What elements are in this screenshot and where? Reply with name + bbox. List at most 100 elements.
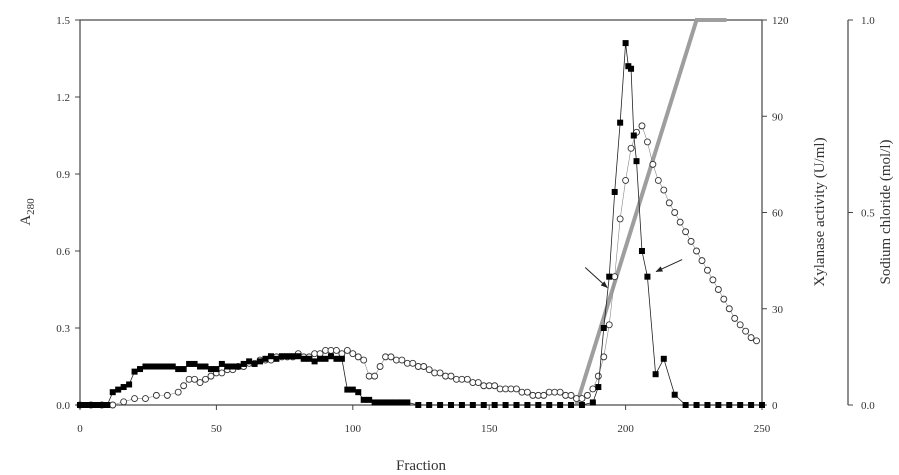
- a280-point: [360, 396, 367, 403]
- xylanase-point: [371, 372, 379, 380]
- a280-point: [557, 402, 564, 408]
- a280-point: [633, 158, 640, 165]
- xylanase-point: [109, 401, 117, 409]
- a280-point: [98, 402, 105, 408]
- a280-point: [480, 402, 487, 408]
- xylanase-point: [142, 395, 149, 403]
- a280-point: [638, 248, 645, 254]
- xylanase-point: [736, 321, 744, 329]
- xylanase-tick-label: 60: [772, 208, 784, 220]
- xylanase-point: [583, 391, 591, 399]
- xylanase-point: [196, 379, 204, 386]
- x-tick-label: 50: [211, 423, 223, 435]
- a280-point: [126, 381, 133, 388]
- a280-point: [180, 366, 187, 373]
- xylanase-point: [474, 379, 482, 386]
- a280-point: [284, 353, 291, 360]
- xylanase-point: [174, 388, 182, 396]
- xylanase-point: [698, 257, 706, 265]
- a280-point: [251, 360, 258, 367]
- a280-point: [317, 355, 324, 362]
- xylanase-point: [611, 273, 619, 281]
- xylanase-point: [343, 347, 351, 354]
- a280-point: [589, 399, 596, 406]
- xylanase-point: [338, 350, 346, 358]
- xylanase-point: [436, 369, 444, 377]
- xylanase-point: [131, 395, 139, 403]
- a280-point: [748, 402, 755, 408]
- a280-point: [524, 402, 531, 408]
- y-tick-label: 0.9: [56, 169, 70, 181]
- a280-point: [404, 399, 411, 406]
- a280-point: [382, 399, 389, 406]
- a280-point: [153, 363, 160, 370]
- a280-point: [371, 399, 378, 406]
- xylanase-point: [665, 199, 673, 207]
- a280-point: [109, 389, 116, 396]
- xylanase-point: [753, 337, 760, 345]
- a280-point: [240, 360, 247, 367]
- xylanase-point: [163, 391, 171, 399]
- nacl-tick-label: 0.0: [861, 400, 875, 412]
- a280-point: [267, 353, 274, 360]
- x-axis-label: Fraction: [396, 458, 446, 474]
- xylanase-point: [425, 366, 433, 374]
- xylanase-point: [720, 295, 728, 303]
- annotation-arrows: [584, 259, 683, 288]
- a280-point: [491, 402, 498, 408]
- a280-point: [393, 399, 400, 406]
- xylanase-point: [638, 122, 646, 130]
- a280-point: [164, 363, 171, 370]
- x-tick-label: 150: [481, 423, 498, 435]
- a280-point: [295, 353, 302, 360]
- xylanase-point: [594, 372, 602, 380]
- xylanase-point: [605, 321, 613, 329]
- xylanase-point: [316, 350, 324, 358]
- x-tick-label: 250: [754, 423, 771, 435]
- xylanase-point: [671, 209, 679, 216]
- a280-point: [349, 386, 356, 393]
- a280-point: [218, 360, 225, 367]
- a280-point: [704, 402, 711, 408]
- xylanase-tick-label: 120: [772, 15, 789, 27]
- xylanase-point: [742, 327, 750, 335]
- xylanase-tick-label: 0: [772, 400, 778, 412]
- a280-point: [213, 366, 220, 373]
- a280-point: [202, 363, 209, 370]
- a280-point: [606, 273, 613, 280]
- a280-point: [630, 132, 637, 139]
- xylanase-point: [693, 247, 700, 255]
- series-a280: [77, 40, 765, 408]
- xylanase-point: [589, 385, 597, 393]
- xylanase-point: [332, 347, 340, 354]
- a280-point: [595, 384, 602, 391]
- a280-point: [671, 391, 678, 398]
- a280-point: [726, 402, 733, 408]
- a280-point: [306, 355, 313, 362]
- nacl-gradient-line: [574, 18, 727, 406]
- a280-point: [693, 402, 700, 408]
- y-tick-label: 1.5: [56, 15, 70, 27]
- a280-point: [387, 399, 394, 406]
- xylanase-point: [731, 314, 739, 322]
- a280-point: [398, 399, 405, 406]
- a280-point: [333, 355, 340, 362]
- a280-point: [682, 402, 689, 408]
- y-tick-label: 0.0: [56, 400, 70, 412]
- a280-point: [415, 402, 422, 408]
- a280-point: [448, 402, 455, 408]
- a280-point: [437, 402, 444, 408]
- xylanase-point: [180, 382, 188, 390]
- a280-point: [175, 366, 182, 373]
- xylanase-point: [420, 363, 428, 370]
- xylanase-tick-label: 90: [772, 111, 784, 123]
- a280-point: [197, 363, 204, 370]
- xylanase-point: [682, 228, 690, 236]
- a280-point: [652, 371, 659, 378]
- a280-point: [737, 402, 744, 408]
- a280-point: [426, 402, 433, 408]
- a280-point: [169, 363, 176, 370]
- xylanase-point: [202, 375, 209, 383]
- xylanase-point: [218, 369, 226, 377]
